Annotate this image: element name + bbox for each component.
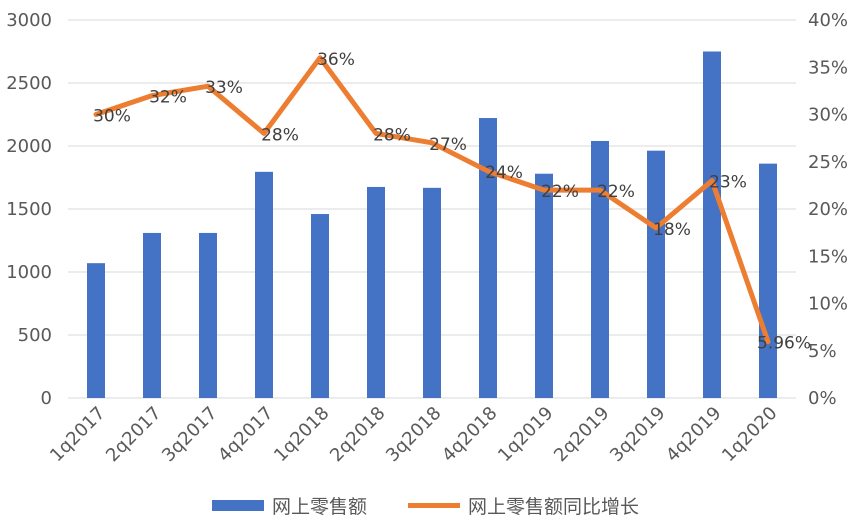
y-left-tick-label: 1500 (6, 199, 52, 220)
y-left-tick-label: 0 (41, 388, 52, 409)
x-tick-label: 3q2019 (606, 403, 669, 466)
bar (759, 163, 777, 398)
data-label: 22% (541, 182, 579, 202)
y-left-tick-label: 1000 (6, 262, 52, 283)
bar (591, 140, 609, 398)
x-tick-label: 1q2019 (494, 403, 557, 466)
x-tick-label: 2q2019 (550, 403, 613, 466)
line-point (375, 132, 377, 134)
x-tick-label: 1q2018 (270, 403, 333, 466)
x-tick-label: 2q2018 (326, 403, 389, 466)
line-point (487, 170, 489, 172)
x-axis-ticks: 1q20172q20173q20174q20171q20182q20183q20… (46, 403, 781, 466)
left-axis-ticks: 0 500 1000 1500 2000 2500 3000 (6, 10, 52, 409)
data-label: 27% (429, 135, 467, 155)
data-label: 33% (205, 78, 243, 98)
x-tick-label: 3q2018 (382, 403, 445, 466)
data-label: 24% (485, 163, 523, 183)
bar-series (87, 51, 777, 398)
x-tick-label: 1q2020 (718, 403, 781, 466)
bar (647, 150, 665, 398)
data-label: 18% (653, 220, 691, 240)
data-label: 23% (709, 173, 747, 193)
line-point (711, 180, 713, 182)
y-right-tick-label: 5% (808, 341, 837, 362)
y-right-tick-label: 10% (808, 294, 848, 315)
data-labels: 30% 32% 33% 28% 36% 28% 27% 24% 22% 22% 18% 23% 5.96… (93, 50, 811, 354)
y-right-tick-label: 40% (808, 10, 848, 31)
x-tick-label: 1q2017 (46, 403, 109, 466)
line-point (431, 142, 433, 144)
y-right-tick-label: 20% (808, 199, 848, 220)
y-left-tick-label: 500 (18, 325, 52, 346)
y-right-tick-label: 15% (808, 246, 848, 267)
data-label: 28% (373, 125, 411, 145)
data-label: 36% (317, 50, 355, 70)
legend-swatch-bar (212, 500, 264, 511)
x-tick-label: 4q2017 (214, 403, 277, 466)
line-point (655, 227, 657, 229)
x-tick-label: 4q2019 (662, 403, 725, 466)
line-point (263, 132, 265, 134)
y-left-tick-label: 3000 (6, 10, 52, 31)
bar (255, 171, 273, 398)
data-label: 30% (93, 107, 131, 127)
bar (199, 232, 217, 398)
legend-label-bar: 网上零售额 (272, 496, 367, 518)
data-label: 22% (597, 182, 635, 202)
line-point (207, 85, 209, 87)
bar (535, 173, 553, 398)
line-point (319, 57, 321, 59)
y-left-tick-label: 2000 (6, 136, 52, 157)
bar (143, 232, 161, 398)
bar (423, 187, 441, 398)
line-point (151, 95, 153, 97)
x-tick-label: 3q2017 (158, 403, 221, 466)
data-label: 28% (261, 125, 299, 145)
bar (479, 118, 497, 398)
line-point (599, 189, 601, 191)
right-axis-ticks: 0% 5% 10% 15% 20% 25% 30% 35% 40% (808, 10, 848, 409)
x-tick-label: 2q2017 (102, 403, 165, 466)
legend-label-line: 网上零售额同比增长 (468, 496, 639, 518)
line-point (767, 341, 769, 343)
y-right-tick-label: 35% (808, 57, 848, 78)
bar (367, 186, 385, 398)
line-point (95, 114, 97, 115)
bar (703, 51, 721, 398)
bar (311, 214, 329, 398)
line-point (543, 189, 545, 191)
bar (87, 263, 105, 398)
data-label: 5.96% (757, 334, 811, 354)
line-series (93, 55, 771, 345)
y-right-tick-label: 30% (808, 105, 848, 126)
y-right-tick-label: 0% (808, 388, 837, 409)
y-right-tick-label: 25% (808, 152, 848, 173)
x-tick-label: 4q2018 (438, 403, 501, 466)
data-label: 32% (149, 88, 187, 108)
legend: 网上零售额 网上零售额同比增长 (212, 496, 639, 518)
y-left-tick-label: 2500 (6, 73, 52, 94)
